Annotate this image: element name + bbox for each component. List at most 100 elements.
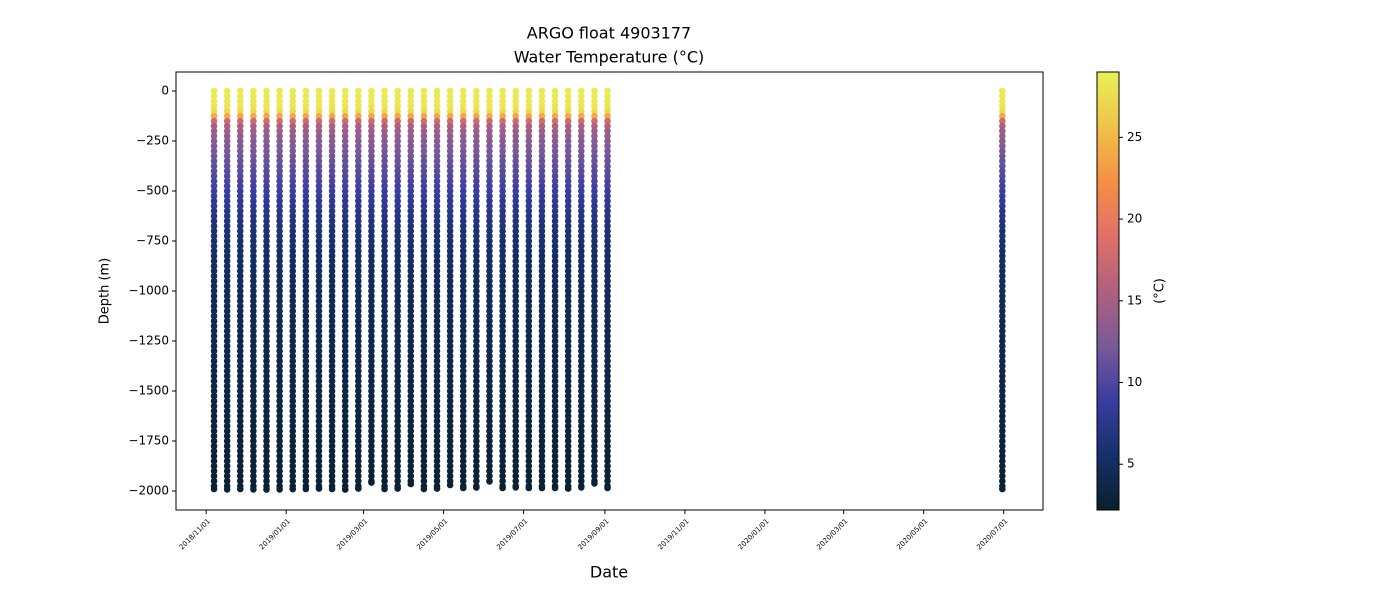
data-point <box>381 477 388 485</box>
data-point <box>302 387 310 395</box>
data-point <box>236 192 244 200</box>
data-point <box>459 447 467 455</box>
data-point <box>420 377 428 385</box>
data-point <box>473 412 480 420</box>
data-point <box>551 297 559 305</box>
data-point <box>473 312 480 320</box>
data-point <box>512 412 520 420</box>
data-point <box>604 307 611 315</box>
data-point <box>394 347 401 355</box>
data-point <box>236 277 244 285</box>
data-point <box>525 192 533 200</box>
data-point <box>289 272 297 280</box>
data-point <box>368 112 375 120</box>
x-axis-label: Date <box>590 563 628 582</box>
data-point <box>538 342 546 350</box>
data-point <box>223 382 231 390</box>
data-point <box>499 357 506 365</box>
data-point <box>512 442 520 450</box>
data-point <box>591 457 598 465</box>
data-point <box>289 397 297 405</box>
data-point <box>538 237 546 245</box>
data-point <box>486 312 493 320</box>
data-point <box>420 342 428 350</box>
data-point <box>394 257 401 265</box>
data-point <box>538 152 546 160</box>
data-point <box>210 137 218 145</box>
data-point <box>355 267 362 275</box>
data-point <box>591 272 598 280</box>
data-point <box>368 452 375 460</box>
data-point <box>328 422 336 430</box>
data-point <box>577 467 585 475</box>
data-point <box>289 152 297 160</box>
data-point <box>499 142 506 150</box>
data-point <box>591 462 598 470</box>
data-point <box>250 472 257 480</box>
data-point <box>512 282 520 290</box>
data-point <box>368 402 375 410</box>
data-point <box>512 172 520 180</box>
data-point <box>315 297 323 305</box>
data-point <box>564 222 572 230</box>
data-point <box>289 87 297 95</box>
data-point <box>459 267 467 275</box>
data-point <box>210 257 218 265</box>
data-point <box>236 392 244 400</box>
data-point <box>289 332 297 340</box>
data-point <box>355 277 362 285</box>
data-point <box>999 302 1006 310</box>
data-point <box>459 452 467 460</box>
data-point <box>250 182 257 190</box>
data-point <box>394 142 401 150</box>
data-point <box>538 207 546 215</box>
data-point <box>355 337 362 345</box>
data-point <box>512 127 520 135</box>
data-point <box>473 237 480 245</box>
data-point <box>459 287 467 295</box>
data-point <box>223 257 231 265</box>
data-point <box>512 347 520 355</box>
data-point <box>499 277 506 285</box>
data-point <box>250 327 257 335</box>
data-point <box>328 212 336 220</box>
data-point <box>473 247 480 255</box>
data-point <box>381 267 388 275</box>
data-point <box>341 377 349 385</box>
data-point <box>223 372 231 380</box>
data-point <box>368 432 375 440</box>
data-point <box>999 152 1006 160</box>
data-point <box>328 367 336 375</box>
data-point <box>486 182 493 190</box>
data-point <box>381 252 388 260</box>
data-point <box>236 202 244 210</box>
data-point <box>381 317 388 325</box>
data-point <box>355 122 362 130</box>
data-point <box>446 242 454 250</box>
data-point <box>999 182 1006 190</box>
data-point <box>591 467 598 475</box>
data-point <box>302 367 310 375</box>
data-point <box>459 87 467 95</box>
data-point <box>341 112 349 120</box>
data-point <box>223 97 231 105</box>
data-point <box>446 172 454 180</box>
data-point <box>525 477 533 485</box>
data-point <box>368 457 375 465</box>
data-point <box>341 432 349 440</box>
data-point <box>263 272 270 280</box>
data-point <box>407 222 415 230</box>
data-point <box>407 322 415 330</box>
data-point <box>381 207 388 215</box>
data-point <box>315 477 323 485</box>
data-point <box>250 486 257 493</box>
data-point <box>551 357 559 365</box>
data-point <box>473 97 480 105</box>
x-tick-label: 2020/03/01 <box>815 517 849 551</box>
data-point <box>999 382 1006 390</box>
data-point <box>328 127 336 135</box>
data-point <box>210 327 218 335</box>
data-point <box>355 107 362 115</box>
data-point <box>394 367 401 375</box>
data-point <box>564 362 572 370</box>
